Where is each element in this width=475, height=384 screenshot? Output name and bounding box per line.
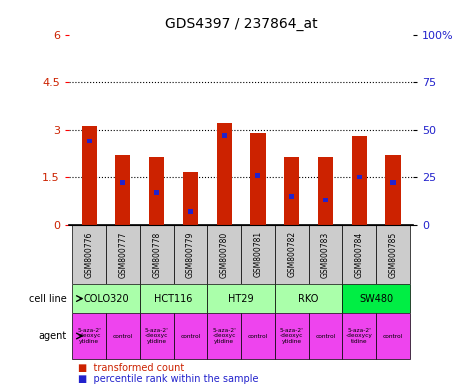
Text: control: control	[248, 333, 268, 339]
Text: 5-aza-2'
-deoxyc
ytidine: 5-aza-2' -deoxyc ytidine	[77, 328, 101, 344]
Text: 5-aza-2'
-deoxyc
ytidine: 5-aza-2' -deoxyc ytidine	[212, 328, 236, 344]
Bar	[289, 194, 294, 199]
Bar	[241, 225, 275, 284]
Text: ■  percentile rank within the sample: ■ percentile rank within the sample	[78, 374, 259, 384]
Bar	[275, 284, 342, 313]
Bar	[318, 157, 333, 225]
Bar	[357, 175, 362, 179]
Bar	[309, 313, 342, 359]
Bar	[207, 225, 241, 284]
Text: 5-aza-2'
-deoxyc
ytidine: 5-aza-2' -deoxyc ytidine	[145, 328, 169, 344]
Bar	[183, 172, 198, 225]
Bar	[140, 225, 173, 284]
Bar	[72, 225, 106, 284]
Bar	[106, 225, 140, 284]
Bar	[173, 313, 207, 359]
Bar	[275, 225, 309, 284]
Bar	[140, 313, 173, 359]
Bar	[342, 284, 410, 313]
Bar	[323, 197, 328, 202]
Text: 5-aza-2'
-deoxyc
ytidine: 5-aza-2' -deoxyc ytidine	[280, 328, 304, 344]
Text: GSM800785: GSM800785	[389, 231, 398, 278]
Text: GSM800784: GSM800784	[355, 231, 364, 278]
Text: GSM800781: GSM800781	[254, 231, 263, 278]
Text: GSM800777: GSM800777	[118, 231, 127, 278]
Text: control: control	[383, 333, 403, 339]
Text: COLO320: COLO320	[83, 293, 129, 304]
Text: control: control	[113, 333, 133, 339]
Text: GSM800776: GSM800776	[85, 231, 94, 278]
Bar	[250, 133, 266, 225]
Text: HCT116: HCT116	[154, 293, 193, 304]
Text: HT29: HT29	[228, 293, 254, 304]
Bar	[284, 157, 299, 225]
Text: cell line: cell line	[29, 293, 66, 304]
Bar	[217, 123, 232, 225]
Text: ■  transformed count: ■ transformed count	[78, 363, 185, 373]
Text: SW480: SW480	[359, 293, 393, 304]
Bar	[222, 133, 227, 138]
Bar	[188, 209, 193, 214]
Bar	[86, 139, 92, 143]
Bar	[376, 225, 410, 284]
Text: control: control	[180, 333, 200, 339]
Text: agent: agent	[38, 331, 66, 341]
Text: GSM800782: GSM800782	[287, 231, 296, 278]
Bar	[207, 313, 241, 359]
Bar	[342, 225, 376, 284]
Bar	[120, 180, 125, 185]
Text: GSM800779: GSM800779	[186, 231, 195, 278]
Bar	[149, 157, 164, 225]
Bar	[207, 284, 275, 313]
Title: GDS4397 / 237864_at: GDS4397 / 237864_at	[165, 17, 317, 31]
Bar	[342, 313, 376, 359]
Bar	[106, 313, 140, 359]
Text: 5-aza-2'
-deoxycy
tidine: 5-aza-2' -deoxycy tidine	[346, 328, 373, 344]
Bar	[140, 284, 207, 313]
Bar	[309, 225, 342, 284]
Bar	[275, 313, 309, 359]
Bar	[72, 313, 106, 359]
Text: control: control	[315, 333, 336, 339]
Bar	[115, 155, 131, 225]
Text: GSM800780: GSM800780	[219, 231, 228, 278]
Bar	[241, 313, 275, 359]
Text: GSM800778: GSM800778	[152, 231, 161, 278]
Bar	[352, 136, 367, 225]
Bar	[256, 173, 260, 177]
Bar	[376, 313, 410, 359]
Text: RKO: RKO	[298, 293, 319, 304]
Bar	[385, 155, 400, 225]
Bar	[390, 180, 396, 185]
Bar	[72, 284, 140, 313]
Bar	[154, 190, 159, 195]
Bar	[82, 126, 97, 225]
Bar	[173, 225, 207, 284]
Text: GSM800783: GSM800783	[321, 231, 330, 278]
